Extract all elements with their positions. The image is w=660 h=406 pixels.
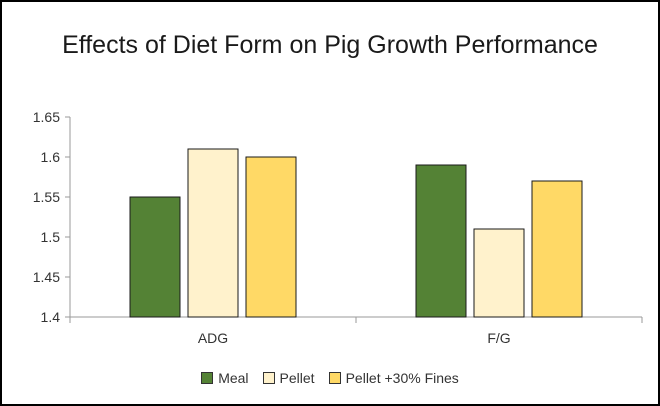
legend-label: Pellet +30% Fines (345, 370, 459, 386)
chart-title: Effects of Diet Form on Pig Growth Perfo… (62, 31, 598, 59)
y-axis: 1.4 1.45 1.5 1.55 1.6 1.65 (33, 109, 71, 325)
x-category-label: F/G (487, 330, 510, 346)
x-axis: ADG F/G (69, 316, 643, 346)
bar-pellet-adg (187, 148, 239, 318)
y-tick-label: 1.65 (33, 109, 60, 125)
y-tick-label: 1.6 (41, 149, 61, 165)
legend-swatch (262, 372, 275, 384)
y-tick-label: 1.55 (33, 189, 60, 205)
legend-label: Meal (218, 370, 249, 386)
legend-item: Pellet +30% Fines (328, 370, 459, 386)
legend-swatch (328, 372, 341, 384)
y-tick-label: 1.4 (41, 309, 61, 325)
legend: Meal Pellet Pellet +30% Fines (2, 370, 658, 386)
bar-meal-f-g (415, 164, 467, 318)
bar-pellet-30-fines-f-g (531, 180, 583, 318)
legend-label: Pellet (279, 370, 315, 386)
bar-pellet-f-g (473, 228, 525, 318)
y-tick-label: 1.5 (41, 229, 61, 245)
x-category-label: ADG (198, 330, 228, 346)
legend-item: Meal (201, 370, 249, 386)
bar-meal-adg (129, 196, 181, 318)
legend-swatch (201, 372, 214, 384)
legend-item: Pellet (262, 370, 315, 386)
y-tick-label: 1.45 (33, 269, 60, 285)
bars (129, 148, 583, 318)
bar-pellet-30-fines-adg (245, 156, 297, 318)
